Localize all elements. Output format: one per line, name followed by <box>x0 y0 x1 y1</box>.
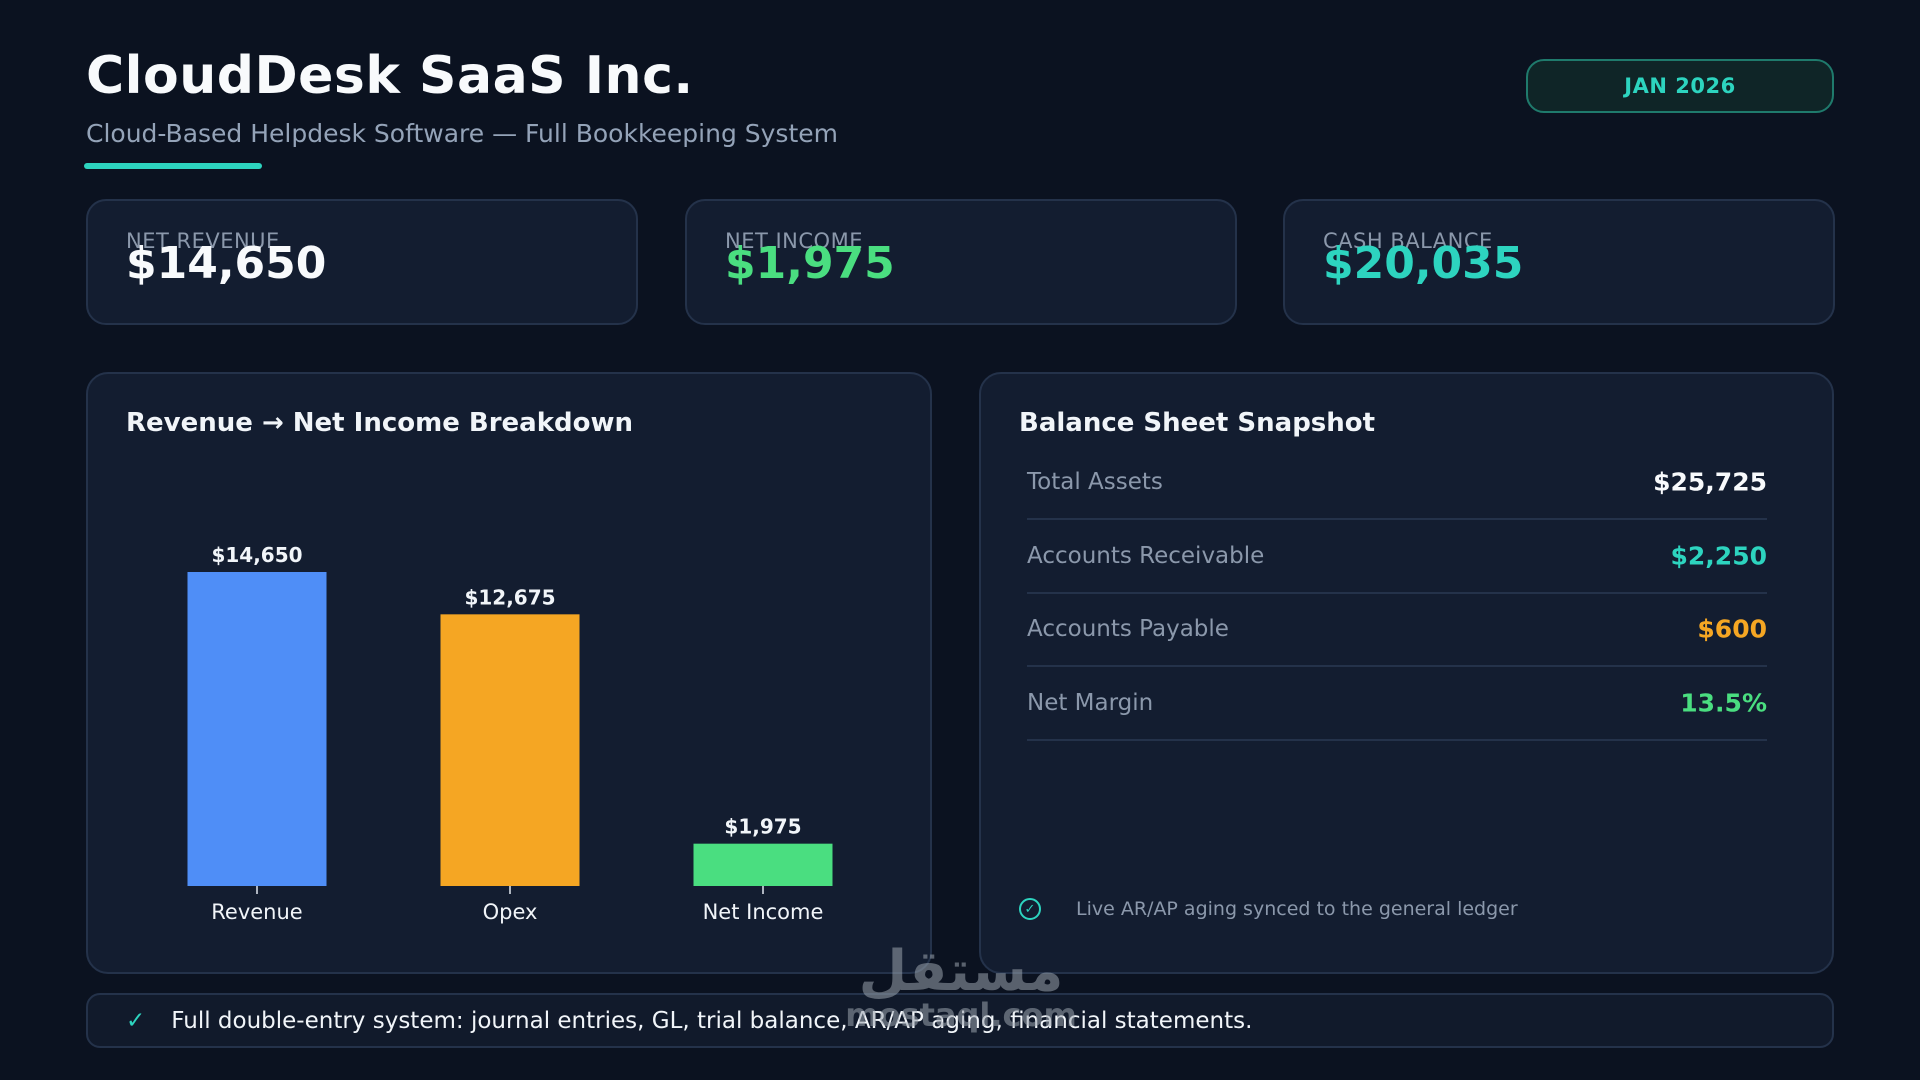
kpi-value: $14,650 <box>126 238 327 289</box>
check-icon: ✓ <box>126 1007 146 1034</box>
balance-row-value: $25,725 <box>1653 467 1767 497</box>
kpi-card-cash-balance: CASH BALANCE $20,035 <box>1283 199 1835 325</box>
balance-sheet-panel: Balance Sheet Snapshot Total Assets $25,… <box>979 372 1834 974</box>
balance-row-total-assets: Total Assets $25,725 <box>1027 446 1767 520</box>
sync-note-text: Live AR/AP aging synced to the general l… <box>1076 898 1518 920</box>
bar-opex <box>440 614 580 886</box>
sync-note: ✓ Live AR/AP aging synced to the general… <box>1019 898 1518 920</box>
kpi-label: NET INCOME <box>725 229 863 253</box>
balance-row-value: 13.5% <box>1680 688 1767 718</box>
balance-row-label: Net Margin <box>1027 690 1154 716</box>
bar-revenue <box>187 572 327 886</box>
footer-text: Full double-entry system: journal entrie… <box>171 1007 1253 1034</box>
balance-row-net-margin: Net Margin 13.5% <box>1027 667 1767 741</box>
balance-row-label: Accounts Receivable <box>1027 543 1265 569</box>
bar-value-label: $12,675 <box>464 585 555 609</box>
kpi-value: $20,035 <box>1323 238 1524 289</box>
check-circle-icon: ✓ <box>1019 898 1041 920</box>
footer-banner: ✓ Full double-entry system: journal entr… <box>86 993 1834 1048</box>
bar-chart: $14,650 Revenue $12,675 Opex $1,975 Net Incom… <box>186 543 836 924</box>
balance-row-label: Accounts Payable <box>1027 616 1229 642</box>
bar-value-label: $14,650 <box>211 543 302 567</box>
kpi-label: NET REVENUE <box>126 229 280 253</box>
balance-row-label: Total Assets <box>1027 469 1163 495</box>
balance-row-value: $2,250 <box>1670 541 1767 571</box>
x-tick-label: Opex <box>483 900 538 924</box>
title-underline <box>84 163 262 169</box>
kpi-label: CASH BALANCE <box>1323 229 1493 253</box>
kpi-card-net-revenue: NET REVENUE $14,650 <box>86 199 638 325</box>
x-tick-label: Revenue <box>211 900 302 924</box>
company-title: CloudDesk SaaS Inc. <box>86 46 694 106</box>
period-badge[interactable]: JAN 2026 <box>1526 59 1834 113</box>
kpi-card-net-income: NET INCOME $1,975 <box>685 199 1237 325</box>
bar-net-income <box>693 843 833 886</box>
page-subtitle: Cloud-Based Helpdesk Software — Full Boo… <box>86 119 838 148</box>
chart-title: Revenue → Net Income Breakdown <box>126 408 633 438</box>
breakdown-chart-panel: Revenue → Net Income Breakdown $14,650 Re… <box>86 372 932 974</box>
bar-value-label: $1,975 <box>724 815 801 839</box>
balance-sheet-title: Balance Sheet Snapshot <box>1019 408 1376 438</box>
balance-row-value: $600 <box>1697 614 1767 644</box>
x-tick-label: Net Income <box>703 900 824 924</box>
kpi-value: $1,975 <box>725 238 895 289</box>
balance-row-accounts-receivable: Accounts Receivable $2,250 <box>1027 520 1767 594</box>
balance-row-accounts-payable: Accounts Payable $600 <box>1027 593 1767 667</box>
